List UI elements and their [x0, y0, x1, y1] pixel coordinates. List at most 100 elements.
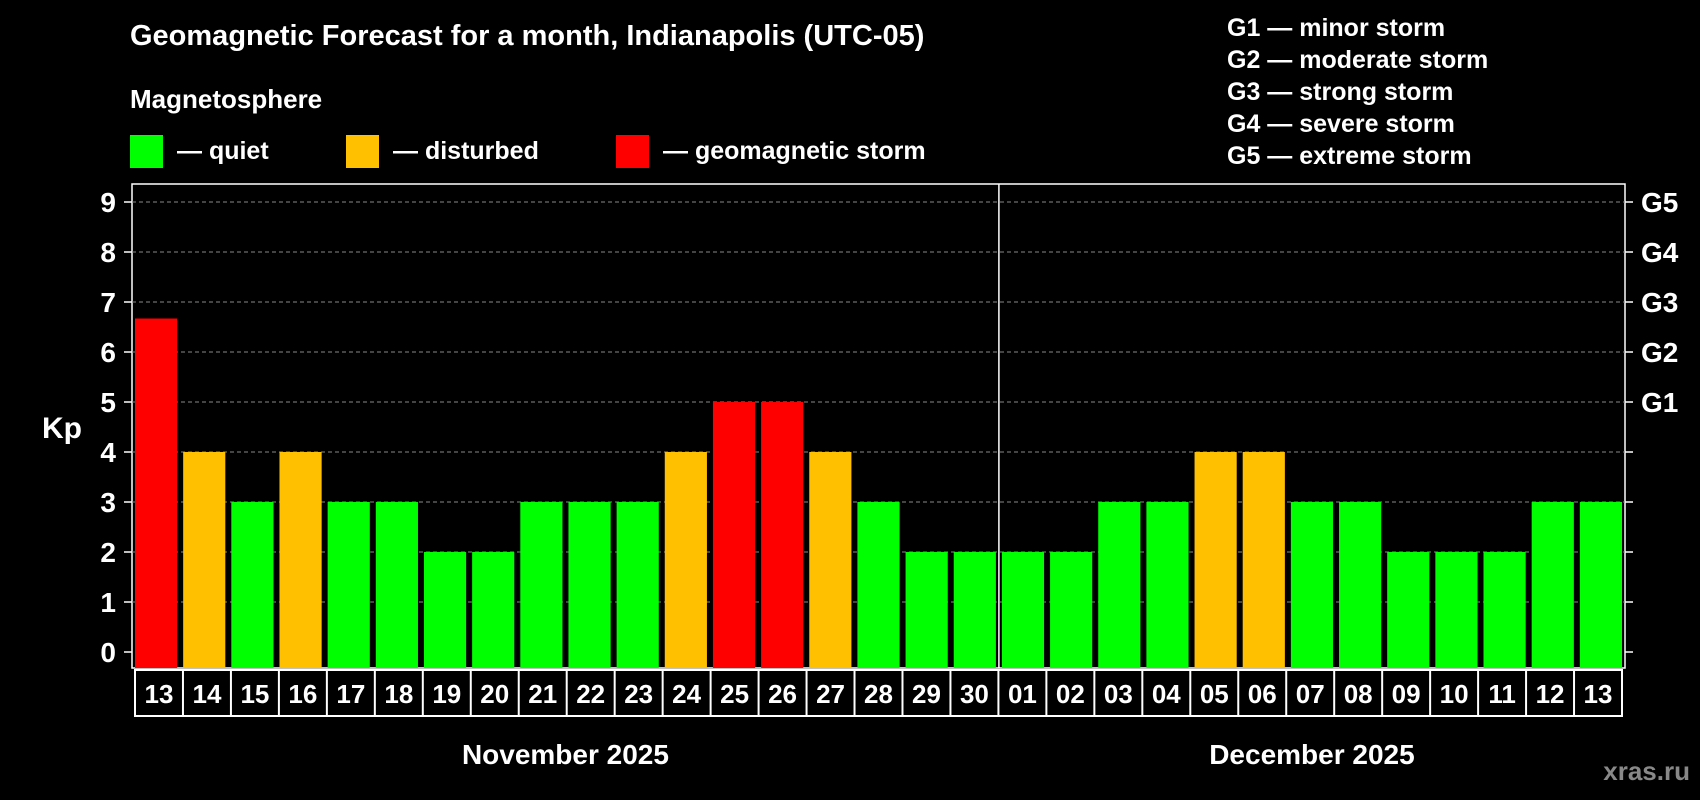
bar-27-09	[1387, 552, 1430, 668]
date-label-22: 04	[1152, 679, 1181, 709]
date-label-26: 08	[1344, 679, 1373, 709]
date-label-29: 11	[1488, 679, 1516, 709]
bar-30-12	[1531, 502, 1574, 668]
date-label-13: 25	[720, 679, 749, 709]
y-tick-label-4: 4	[100, 437, 116, 468]
legend-label-disturbed: — disturbed	[393, 136, 539, 165]
date-label-3: 15	[240, 679, 269, 709]
bar-24-06	[1242, 452, 1285, 668]
date-label-15: 27	[816, 679, 845, 709]
right-axis-label-g2: G2	[1641, 337, 1678, 368]
storm-scale-g1: G1 — minor storm	[1227, 14, 1446, 42]
date-label-19: 01	[1008, 679, 1037, 709]
date-label-24: 06	[1248, 679, 1277, 709]
y-tick-label-1: 1	[100, 587, 116, 618]
date-label-20: 02	[1056, 679, 1085, 709]
month-label-2: December 2025	[1209, 739, 1414, 770]
bar-1-13	[135, 318, 178, 668]
date-label-1: 13	[145, 679, 174, 709]
date-label-23: 05	[1200, 679, 1229, 709]
date-label-6: 18	[384, 679, 413, 709]
date-label-12: 24	[672, 679, 701, 709]
month-label-1: November 2025	[462, 739, 669, 770]
y-tick-label-6: 6	[100, 337, 116, 368]
bar-15-27	[809, 452, 852, 668]
watermark: xras.ru	[1603, 756, 1690, 786]
storm-scale-g5: G5 — extreme storm	[1227, 142, 1472, 170]
date-label-7: 19	[432, 679, 461, 709]
date-strip	[134, 669, 1623, 717]
bar-6-18	[375, 502, 418, 668]
legend-item-disturbed: — disturbed	[346, 134, 539, 168]
date-label-18: 30	[960, 679, 989, 709]
bar-4-16	[279, 452, 322, 668]
bar-20-02	[1050, 552, 1093, 668]
bar-5-17	[327, 502, 370, 668]
bar-10-22	[568, 502, 611, 668]
storm-scale-legend: G1 — minor storm G2 — moderate storm G3 …	[1227, 12, 1488, 172]
legend-swatch-quiet	[130, 134, 163, 168]
bar-8-20	[472, 552, 515, 668]
date-label-21: 03	[1104, 679, 1133, 709]
right-axis-label-g1: G1	[1641, 387, 1678, 418]
storm-scale-g4: G4 — severe storm	[1227, 110, 1455, 138]
legend-item-quiet: — quiet	[130, 134, 269, 168]
bar-31-13	[1579, 502, 1622, 668]
date-label-10: 22	[576, 679, 605, 709]
date-label-11: 23	[624, 679, 653, 709]
date-label-2: 14	[192, 679, 221, 709]
bar-23-05	[1194, 452, 1237, 668]
y-tick-label-2: 2	[100, 537, 116, 568]
bar-19-01	[1001, 552, 1045, 668]
legend-label-quiet: — quiet	[177, 136, 269, 165]
y-tick-label-8: 8	[100, 237, 116, 268]
chart-title: Geomagnetic Forecast for a month, Indian…	[130, 20, 925, 52]
date-label-17: 29	[912, 679, 941, 709]
storm-scale-g2: G2 — moderate storm	[1227, 46, 1489, 74]
storm-scale-g3: G3 — strong storm	[1227, 78, 1454, 106]
bar-28-10	[1435, 552, 1478, 668]
y-tick-label-9: 9	[100, 187, 116, 218]
bar-22-04	[1146, 502, 1189, 668]
y-tick-label-3: 3	[100, 487, 116, 518]
right-axis-label-g5: G5	[1641, 187, 1678, 218]
legend-swatch-storm	[616, 134, 649, 168]
bar-26-08	[1339, 502, 1382, 668]
y-tick-label-7: 7	[100, 287, 116, 318]
legend-label-storm: — geomagnetic storm	[663, 136, 926, 165]
bar-3-15	[231, 502, 274, 668]
date-label-31: 13	[1584, 679, 1613, 709]
bar-16-28	[857, 502, 900, 668]
bar-18-30	[953, 552, 996, 668]
date-label-30: 12	[1536, 679, 1565, 709]
y-tick-label-5: 5	[100, 387, 116, 418]
y-axis-title: Kp	[42, 412, 82, 445]
bar-21-03	[1098, 502, 1141, 668]
legend-subtitle: Magnetosphere	[130, 84, 323, 114]
date-label-8: 20	[480, 679, 509, 709]
legend-swatch-disturbed	[346, 134, 379, 168]
legend-item-storm: — geomagnetic storm	[616, 134, 926, 168]
bar-25-07	[1290, 502, 1334, 668]
bar-9-21	[520, 502, 563, 668]
date-label-16: 28	[864, 679, 893, 709]
bar-2-14	[183, 452, 226, 668]
bar-11-23	[616, 502, 659, 668]
y-tick-label-0: 0	[100, 637, 116, 668]
date-label-9: 21	[528, 679, 557, 709]
date-label-4: 16	[288, 679, 317, 709]
bar-29-11	[1483, 552, 1526, 668]
right-axis-label-g4: G4	[1641, 237, 1679, 268]
bar-7-19	[423, 552, 467, 668]
date-label-25: 07	[1296, 679, 1325, 709]
bar-12-24	[664, 452, 707, 668]
date-label-14: 26	[768, 679, 797, 709]
bar-13-25	[712, 402, 756, 668]
bar-17-29	[905, 552, 948, 668]
date-label-5: 17	[336, 679, 365, 709]
right-axis-label-g3: G3	[1641, 287, 1678, 318]
bar-14-26	[761, 402, 804, 668]
date-label-27: 09	[1392, 679, 1421, 709]
date-label-28: 10	[1440, 679, 1469, 709]
